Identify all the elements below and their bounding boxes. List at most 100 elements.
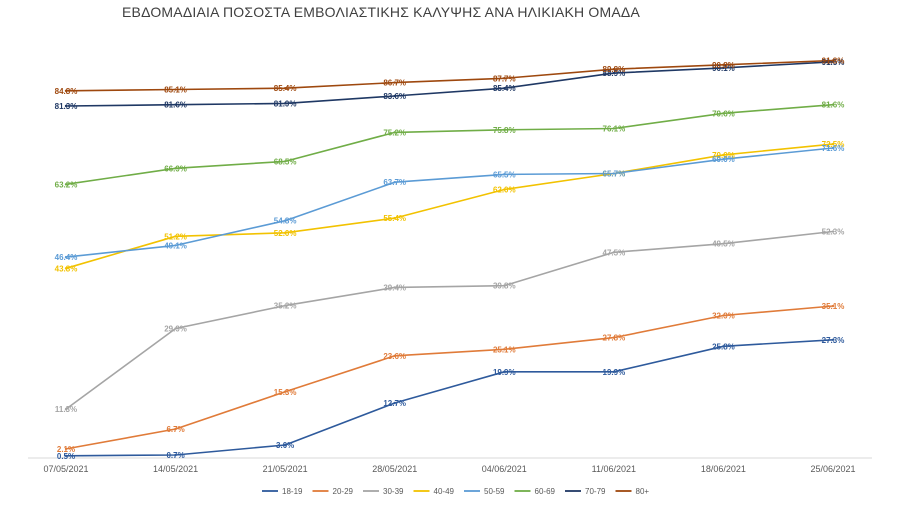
data-label: 62.0% <box>493 186 516 195</box>
data-label: 49.1% <box>164 241 187 250</box>
data-point <box>722 153 725 157</box>
data-point <box>174 453 177 457</box>
data-label: 11.3% <box>55 405 77 414</box>
data-label: 81.3% <box>55 102 78 111</box>
data-point <box>722 66 725 70</box>
data-point <box>393 286 396 289</box>
data-point <box>393 401 396 405</box>
legend-label: 20-29 <box>333 487 354 496</box>
data-point <box>393 180 396 184</box>
data-label: 85.4% <box>493 84 516 93</box>
data-point <box>64 183 68 186</box>
data-point <box>722 314 725 317</box>
data-point <box>283 102 287 105</box>
data-label: 2.1% <box>57 445 75 454</box>
data-point <box>174 327 177 330</box>
data-point <box>612 127 616 130</box>
data-label: 81.6% <box>164 101 187 110</box>
data-point <box>722 63 725 67</box>
series-line-60-69 <box>65 103 834 186</box>
data-label: 86.7% <box>383 79 406 88</box>
data-label: 89.8% <box>603 65 626 74</box>
data-label: 52.0% <box>274 229 297 238</box>
data-point <box>393 81 396 84</box>
data-label: 85.4% <box>274 84 297 93</box>
data-point <box>64 104 68 108</box>
data-point <box>174 235 177 238</box>
data-point <box>831 142 835 146</box>
data-point <box>612 251 616 254</box>
data-point <box>503 128 506 131</box>
data-point <box>283 231 287 235</box>
data-point <box>174 103 177 106</box>
data-label: 85.1% <box>164 86 187 95</box>
data-label: 87.7% <box>493 74 516 83</box>
x-tick-label: 04/06/2021 <box>482 464 527 474</box>
x-tick-label: 21/05/2021 <box>263 464 308 474</box>
x-tick-label: 25/06/2021 <box>810 464 855 474</box>
legend: 18-19 20-29 30-39 40-49 50-59 60-69 70-79 80+ <box>262 487 649 496</box>
data-label: 46.4% <box>55 253 78 262</box>
data-point <box>612 71 616 75</box>
data-point <box>64 447 68 451</box>
data-label: 70.0% <box>712 151 735 160</box>
data-label: 19.9% <box>603 368 626 377</box>
series-line-80+ <box>65 59 834 92</box>
data-point <box>722 242 725 245</box>
data-point <box>503 284 506 287</box>
series-line-18-19 <box>65 339 834 457</box>
data-label: 65.7% <box>603 170 626 179</box>
axis-layer: 07/05/2021 14/05/2021 21/05/2021 28/05/2021… <box>28 457 872 474</box>
series-line-30-39 <box>65 230 834 410</box>
data-point <box>503 77 506 80</box>
legend-label: 50-59 <box>484 487 505 496</box>
data-point <box>831 103 835 106</box>
legend-label: 60-69 <box>535 487 556 496</box>
data-label: 81.6% <box>822 101 845 110</box>
data-label: 66.9% <box>164 164 187 173</box>
data-label: 35.2% <box>274 302 297 311</box>
data-point <box>831 146 835 150</box>
data-label: 54.8% <box>274 217 297 226</box>
data-point <box>831 59 835 62</box>
legend-label: 40-49 <box>434 487 455 496</box>
data-label-layer: 0.5% 0.7% 3.0% 12.7% 19.9% 19.9% 25.8% 27.3% 2.1… <box>55 57 845 461</box>
data-label: 49.5% <box>712 240 735 249</box>
data-point <box>503 348 506 351</box>
series-line-20-29 <box>65 305 834 450</box>
data-label: 35.1% <box>822 302 845 311</box>
data-point <box>503 173 506 176</box>
data-label: 0.5% <box>57 452 75 461</box>
data-label: 39.4% <box>383 283 406 292</box>
data-label: 88.9% <box>603 69 626 78</box>
data-point <box>831 304 835 308</box>
data-label: 65.5% <box>493 170 516 179</box>
data-label: 81.9% <box>274 99 297 108</box>
data-label: 83.6% <box>383 92 406 101</box>
data-label: 47.5% <box>603 248 626 257</box>
data-point <box>612 370 616 374</box>
data-point <box>612 67 616 71</box>
data-label: 51.2% <box>164 232 187 241</box>
data-label: 3.0% <box>276 441 294 450</box>
x-tick-label: 07/05/2021 <box>43 464 88 474</box>
series-layer <box>64 59 835 458</box>
data-label: 91.5% <box>822 58 845 67</box>
data-point <box>283 443 287 447</box>
data-label: 63.7% <box>383 178 406 187</box>
data-point <box>64 255 68 259</box>
data-point <box>831 230 835 233</box>
data-label: 79.6% <box>712 109 735 118</box>
data-point <box>283 390 287 393</box>
data-label: 69.0% <box>712 155 735 164</box>
data-label: 63.2% <box>55 180 78 189</box>
data-point <box>174 244 177 247</box>
data-label: 27.3% <box>822 336 845 345</box>
data-label: 91.8% <box>822 57 845 66</box>
data-point <box>612 336 616 339</box>
data-point <box>174 167 177 170</box>
data-label: 19.9% <box>493 368 516 377</box>
data-label: 90.8% <box>712 61 735 70</box>
series-line-70-79 <box>65 61 834 107</box>
